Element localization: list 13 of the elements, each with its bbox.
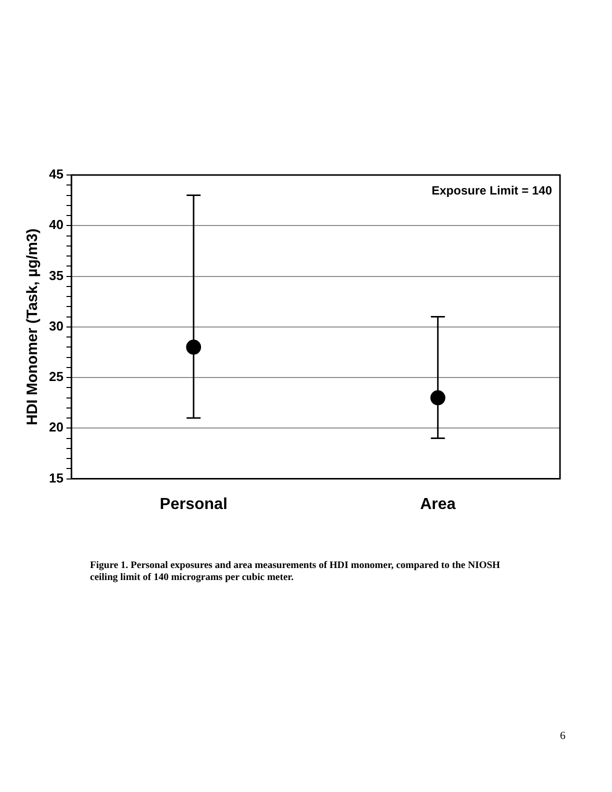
text: 6: [560, 730, 566, 742]
y-tick-label: 30: [48, 318, 64, 334]
y-tick-label: 35: [48, 268, 64, 283]
y-tick-label: 45: [48, 166, 64, 182]
y-tick-label: 40: [48, 217, 64, 232]
caption: Figure 1. Personal exposures and area measurements of HDI monomer, compared to the NIOSH ceiling limit of 140 micrograms per cubic meter.: [90, 560, 502, 584]
y-tick-label: 20: [48, 420, 64, 435]
x-tick-label: Area: [420, 496, 456, 513]
y-tick-label: 25: [48, 369, 64, 384]
y-tick-label: 15: [48, 470, 64, 486]
y-axis-title: HDI Monomer (Task, µg/m3): [24, 228, 42, 426]
annotation: Exposure Limit = 140: [432, 183, 552, 198]
x-tick-label: Personal: [160, 496, 228, 513]
